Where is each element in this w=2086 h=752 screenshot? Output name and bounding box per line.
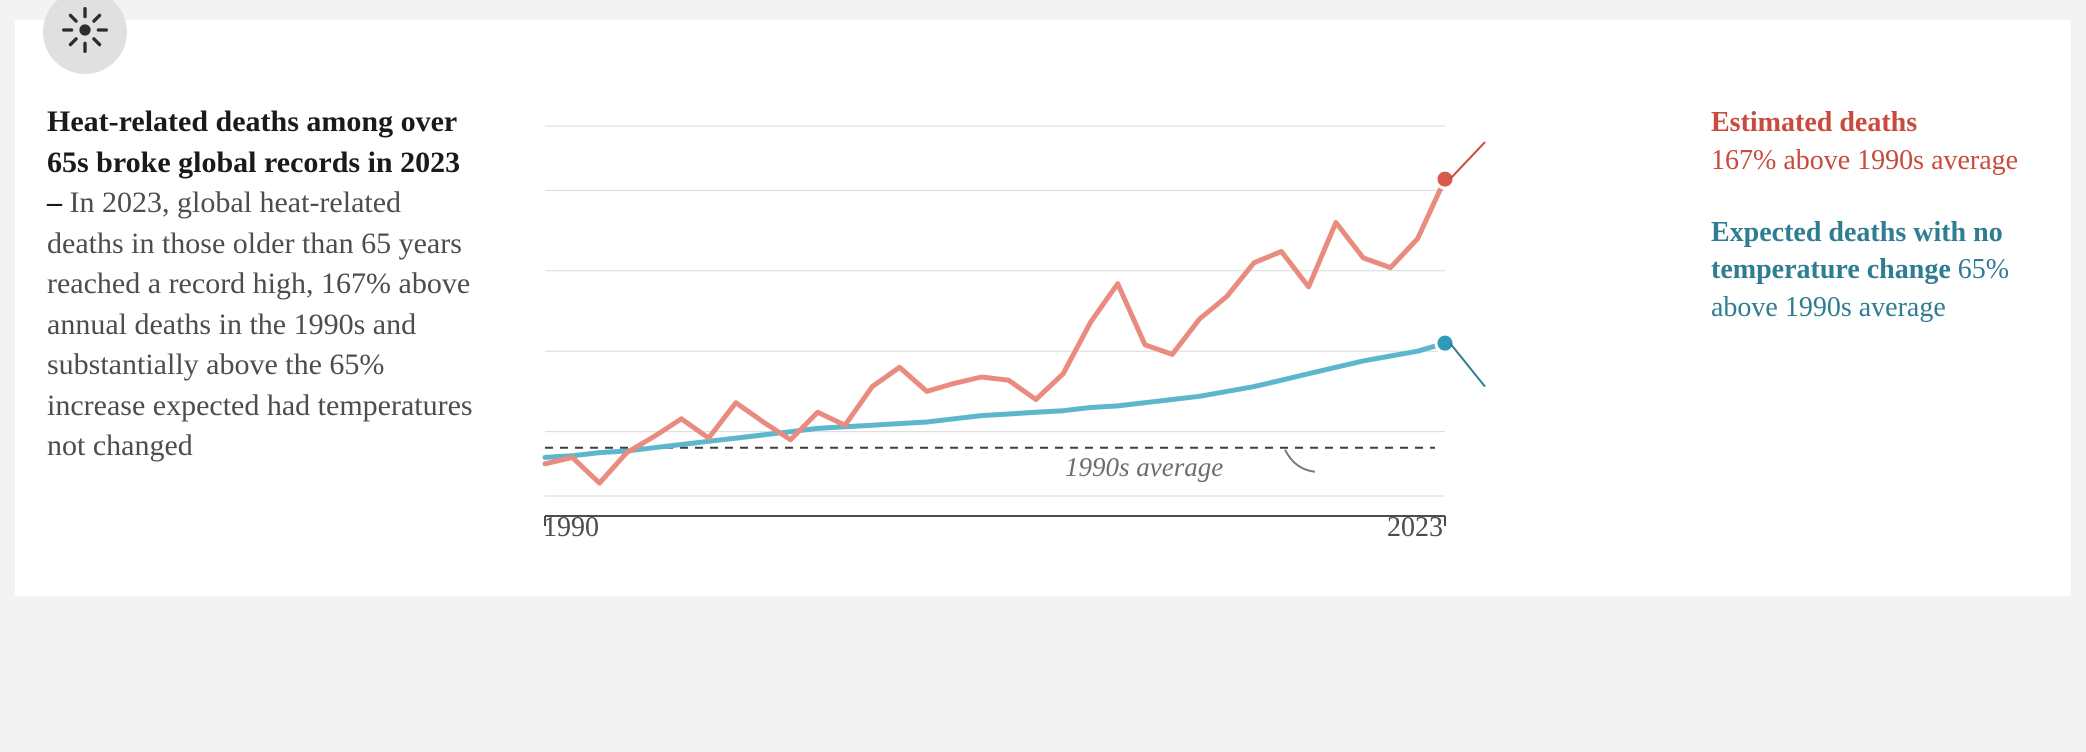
- infographic-card: Heat-related deaths among over 65s broke…: [15, 20, 2071, 596]
- annotation-estimated-text: 167% above 1990s average: [1711, 145, 2018, 176]
- headline: Heat-related deaths among over 65s broke…: [47, 102, 475, 467]
- headline-body: In 2023, global heat-related deaths in t…: [47, 186, 473, 462]
- x-axis-label-end: 2023: [1387, 512, 1443, 544]
- annotation-expected: Expected deaths with no temperature chan…: [1711, 214, 2047, 327]
- annotation-estimated: Estimated deaths 167% above 1990s averag…: [1711, 96, 2047, 180]
- annotation-estimated-title: Estimated deaths: [1711, 104, 2047, 142]
- chart-column: 1990 2023 1990s average: [505, 76, 1691, 566]
- annotation-column: Estimated deaths 167% above 1990s averag…: [1691, 76, 2071, 566]
- line-chart: [505, 96, 1505, 566]
- text-column: Heat-related deaths among over 65s broke…: [15, 76, 505, 566]
- x-axis-label-start: 1990: [543, 512, 599, 544]
- baseline-label: 1990s average: [1065, 452, 1223, 483]
- sun-icon: [57, 2, 113, 63]
- content-row: Heat-related deaths among over 65s broke…: [15, 20, 2071, 566]
